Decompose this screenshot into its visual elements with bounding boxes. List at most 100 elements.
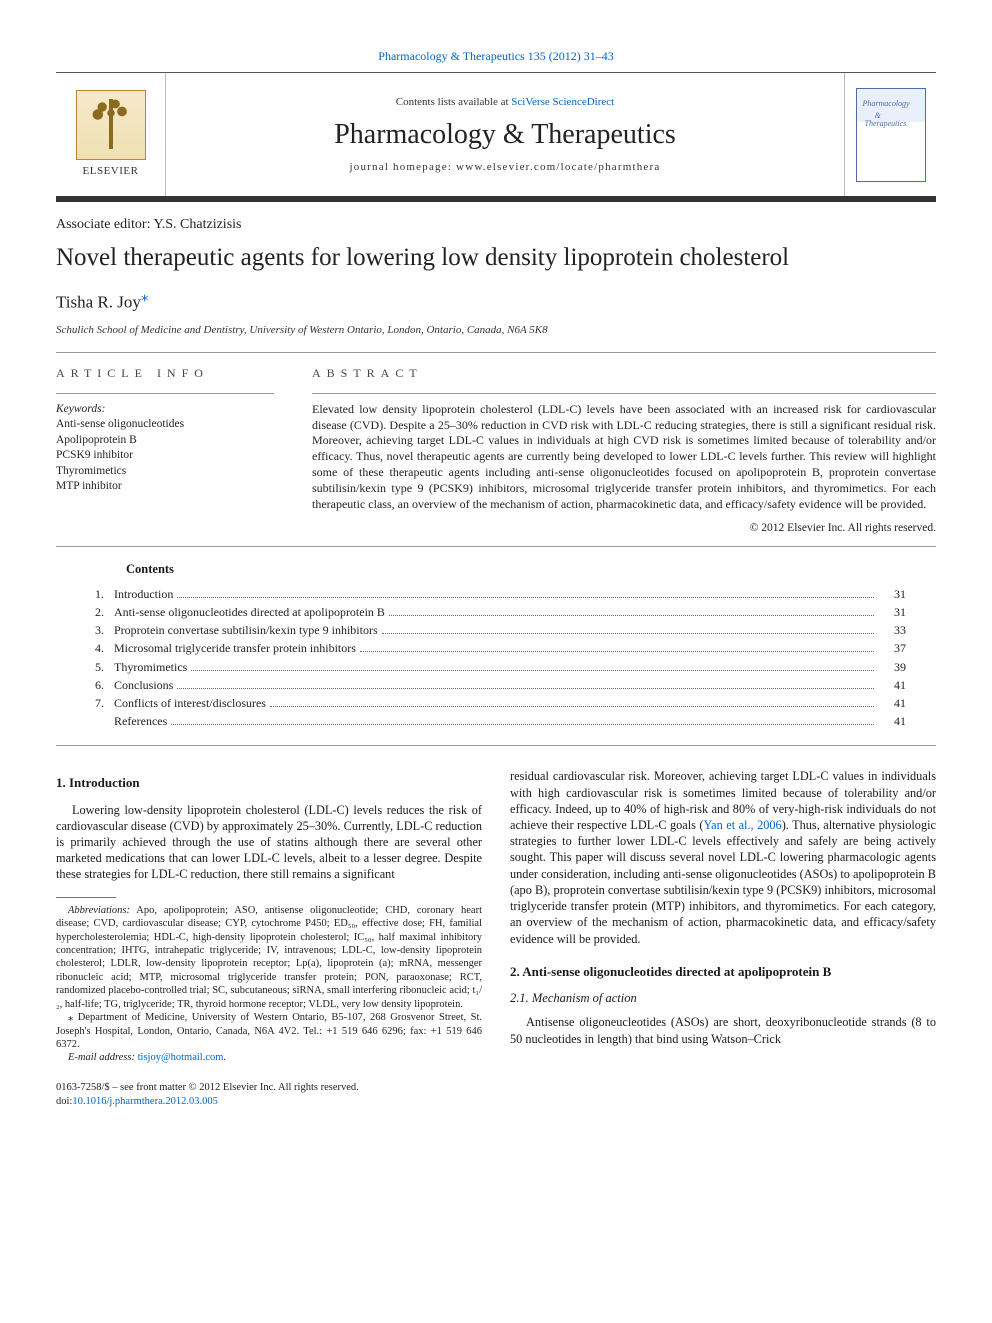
- divider: [312, 393, 936, 394]
- divider: [56, 393, 274, 394]
- journal-homepage-line: journal homepage: www.elsevier.com/locat…: [176, 160, 834, 175]
- divider: [56, 546, 936, 547]
- paragraph: Lowering low-density lipoprotein cholest…: [56, 802, 482, 883]
- toc-page: 31: [878, 586, 906, 602]
- divider: [56, 745, 936, 746]
- journal-name: Pharmacology & Therapeutics: [176, 116, 834, 154]
- section-heading: 1. Introduction: [56, 774, 482, 791]
- keywords-label: Keywords:: [56, 402, 274, 418]
- homepage-url[interactable]: www.elsevier.com/locate/pharmthera: [456, 161, 660, 173]
- email-suffix: .: [223, 1052, 226, 1063]
- footnote-divider: [56, 897, 116, 898]
- publisher-name: ELSEVIER: [83, 164, 139, 179]
- cover-line1: Pharmacology: [863, 99, 910, 110]
- keyword: PCSK9 inhibitor: [56, 448, 274, 464]
- toc-page: 41: [878, 713, 906, 729]
- associate-editor: Associate editor: Y.S. Chatzizisis: [56, 216, 936, 235]
- toc-num: 6.: [86, 677, 114, 693]
- homepage-prefix: journal homepage:: [350, 161, 457, 173]
- journal-cover-icon: Pharmacology & Therapeutics: [856, 88, 926, 182]
- abstract-copyright: © 2012 Elsevier Inc. All rights reserved…: [312, 521, 936, 537]
- email-link[interactable]: tisjoy@hotmail.com: [138, 1052, 224, 1063]
- keyword: Thyromimetics: [56, 464, 274, 480]
- cover-thumb-cell: Pharmacology & Therapeutics: [844, 73, 936, 196]
- toc-page: 31: [878, 604, 906, 620]
- paragraph: residual cardiovascular risk. Moreover, …: [510, 768, 936, 946]
- toc-dots: [382, 633, 874, 634]
- contents-available-line: Contents lists available at SciVerse Sci…: [176, 95, 834, 110]
- keyword: MTP inhibitor: [56, 479, 274, 495]
- abstract-heading: abstract: [312, 365, 936, 381]
- toc-dots: [191, 670, 874, 671]
- toc-page: 39: [878, 659, 906, 675]
- corresponding-footnote: ⁎ Department of Medicine, University of …: [56, 1011, 482, 1051]
- toc-label: Thyromimetics: [114, 659, 187, 675]
- page-footer: 0163-7258/$ – see front matter © 2012 El…: [56, 1081, 936, 1108]
- toc-label: Microsomal triglyceride transfer protein…: [114, 640, 356, 656]
- toc-row[interactable]: 2.Anti-sense oligonucleotides directed a…: [86, 604, 906, 620]
- toc-row[interactable]: References 41: [86, 713, 906, 729]
- toc-row[interactable]: 1.Introduction 31: [86, 586, 906, 602]
- citation-link[interactable]: Yan et al., 2006: [704, 818, 782, 832]
- toc-num: 7.: [86, 695, 114, 711]
- toc-num: 2.: [86, 604, 114, 620]
- abstract-column: abstract Elevated low density lipoprotei…: [312, 365, 936, 537]
- email-label: E-mail address:: [68, 1052, 138, 1063]
- keywords-list: Anti-sense oligonucleotides Apolipoprote…: [56, 417, 274, 495]
- citation-line: Pharmacology & Therapeutics 135 (2012) 3…: [56, 48, 936, 64]
- toc-label: Conflicts of interest/disclosures: [114, 695, 266, 711]
- abstract-text: Elevated low density lipoprotein cholest…: [312, 402, 936, 513]
- toc-dots: [360, 651, 874, 652]
- publisher-logo-cell: ELSEVIER: [56, 73, 166, 196]
- sciencedirect-link[interactable]: SciVerse ScienceDirect: [511, 96, 614, 108]
- toc-page: 37: [878, 640, 906, 656]
- keyword: Anti-sense oligonucleotides: [56, 417, 274, 433]
- toc-dots: [171, 724, 874, 725]
- toc-label: Anti-sense oligonucleotides directed at …: [114, 604, 385, 620]
- article-info-heading: article info: [56, 365, 274, 381]
- article-info-column: article info Keywords: Anti-sense oligon…: [56, 365, 274, 537]
- journal-header-band: ELSEVIER Contents lists available at Sci…: [56, 72, 936, 202]
- front-matter-line: 0163-7258/$ – see front matter © 2012 El…: [56, 1081, 936, 1095]
- toc-dots: [177, 597, 874, 598]
- affiliation: Schulich School of Medicine and Dentistr…: [56, 323, 936, 338]
- keyword: Apolipoprotein B: [56, 433, 274, 449]
- toc-row[interactable]: 5.Thyromimetics 39: [86, 659, 906, 675]
- toc-row[interactable]: 3.Proprotein convertase subtilisin/kexin…: [86, 622, 906, 638]
- journal-center-cell: Contents lists available at SciVerse Sci…: [166, 73, 844, 196]
- corresponding-marker-icon[interactable]: ⁎: [141, 289, 149, 305]
- doi-label: doi:: [56, 1096, 72, 1107]
- toc-label: Introduction: [114, 586, 173, 602]
- toc-dots: [389, 615, 874, 616]
- toc-label: Conclusions: [114, 677, 173, 693]
- section-heading: 2. Anti-sense oligonucleotides directed …: [510, 963, 936, 980]
- toc-num: 4.: [86, 640, 114, 656]
- abbrev-label: Abbreviations:: [68, 905, 130, 916]
- toc-num: 3.: [86, 622, 114, 638]
- toc-label: Proprotein convertase subtilisin/kexin t…: [114, 622, 378, 638]
- contents-prefix: Contents lists available at: [396, 96, 511, 108]
- authors: Tisha R. Joy⁎: [56, 287, 936, 315]
- paragraph: Antisense oligoneucleotides (ASOs) are s…: [510, 1014, 936, 1046]
- toc-dots: [177, 688, 874, 689]
- toc-row[interactable]: 6.Conclusions 41: [86, 677, 906, 693]
- body-column-left: 1. Introduction Lowering low-density lip…: [56, 768, 482, 1065]
- doi-link[interactable]: 10.1016/j.pharmthera.2012.03.005: [72, 1096, 218, 1107]
- toc-dots: [270, 706, 874, 707]
- cover-line3: Therapeutics: [865, 119, 907, 130]
- toc-label: References: [114, 713, 167, 729]
- toc-page: 41: [878, 677, 906, 693]
- contents-heading: Contents: [126, 561, 906, 578]
- text-run: ). Thus, alternative physiologic strateg…: [510, 818, 936, 946]
- toc-row[interactable]: 7.Conflicts of interest/disclosures41: [86, 695, 906, 711]
- toc-num: 5.: [86, 659, 114, 675]
- subsection-heading: 2.1. Mechanism of action: [510, 990, 936, 1007]
- divider: [56, 352, 936, 353]
- table-of-contents: Contents 1.Introduction312.Anti-sense ol…: [56, 561, 936, 729]
- toc-num: 1.: [86, 586, 114, 602]
- toc-row[interactable]: 4.Microsomal triglyceride transfer prote…: [86, 640, 906, 656]
- citation-link[interactable]: Pharmacology & Therapeutics 135 (2012) 3…: [378, 49, 613, 63]
- elsevier-tree-icon: [76, 90, 146, 160]
- abbrev-text: Apo, apolipoprotein; ASO, antisense olig…: [56, 905, 482, 1010]
- author-name[interactable]: Tisha R. Joy: [56, 293, 141, 312]
